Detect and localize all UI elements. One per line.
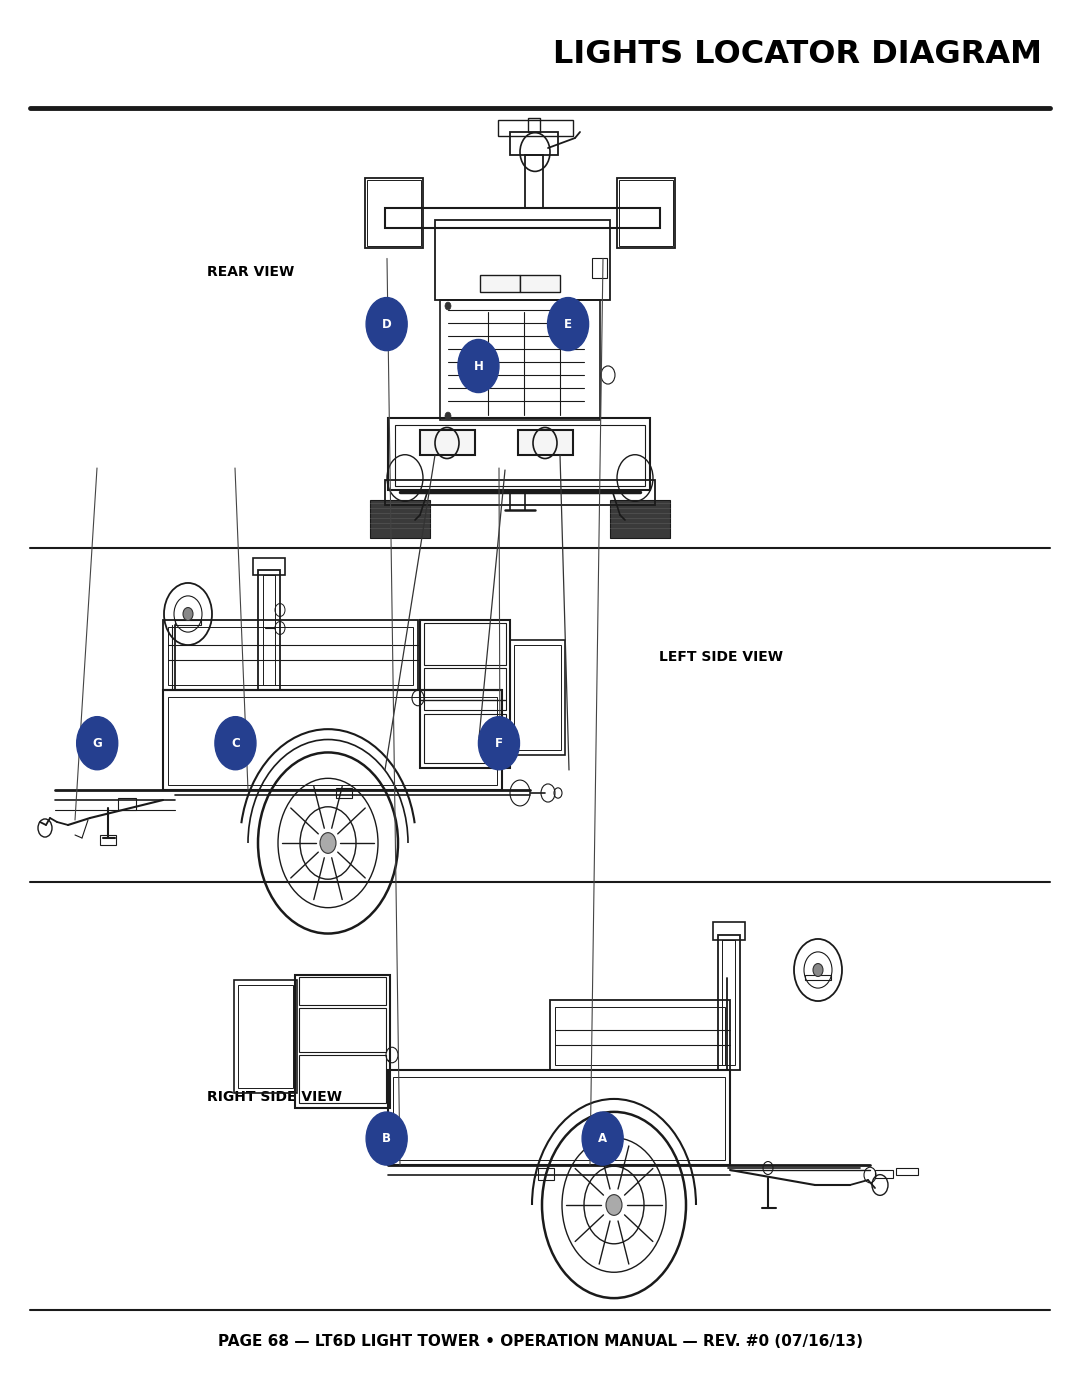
Circle shape [77, 717, 118, 770]
Circle shape [215, 717, 256, 770]
Bar [168, 697, 497, 785]
Bar [619, 180, 673, 246]
Bar [875, 1171, 893, 1178]
Bar [393, 1077, 725, 1160]
Bar [365, 177, 423, 249]
Bar [258, 570, 280, 690]
Circle shape [366, 298, 407, 351]
Bar [388, 1070, 730, 1165]
Polygon shape [610, 500, 670, 538]
Bar [518, 430, 573, 455]
Bar [295, 975, 390, 1108]
Bar [238, 985, 293, 1088]
Text: D: D [381, 317, 392, 331]
Bar [384, 481, 654, 504]
Bar [519, 275, 561, 292]
Text: LEFT SIDE VIEW: LEFT SIDE VIEW [659, 650, 783, 664]
Bar [234, 981, 297, 1092]
Text: B: B [382, 1132, 391, 1146]
Text: C: C [231, 736, 240, 750]
Circle shape [478, 717, 519, 770]
Bar [163, 620, 418, 690]
Text: G: G [92, 736, 103, 750]
Circle shape [606, 1194, 622, 1215]
Bar [713, 922, 745, 940]
Circle shape [458, 339, 499, 393]
Bar [424, 668, 507, 710]
Text: LIGHTS LOCATOR DIAGRAM: LIGHTS LOCATOR DIAGRAM [553, 39, 1042, 70]
Bar [168, 627, 413, 685]
Circle shape [320, 833, 336, 854]
Bar [550, 1000, 730, 1070]
Bar [336, 788, 352, 798]
Bar [514, 645, 561, 750]
Circle shape [548, 298, 589, 351]
Bar [617, 177, 675, 249]
Bar [367, 180, 421, 246]
Bar [555, 1007, 725, 1065]
Bar [264, 576, 275, 685]
Bar [118, 798, 136, 810]
Bar [723, 940, 735, 1065]
Polygon shape [370, 500, 430, 538]
Bar [592, 258, 607, 278]
Circle shape [445, 412, 451, 420]
Bar [424, 714, 507, 763]
Bar [498, 120, 573, 136]
Text: F: F [495, 736, 503, 750]
Bar [805, 975, 831, 981]
Bar [420, 430, 475, 455]
Bar [299, 1009, 386, 1052]
Bar [384, 208, 660, 228]
Text: A: A [598, 1132, 607, 1146]
Bar [175, 620, 201, 624]
Bar [299, 1055, 386, 1104]
Text: RIGHT SIDE VIEW: RIGHT SIDE VIEW [207, 1090, 342, 1104]
Text: PAGE 68 — LT6D LIGHT TOWER • OPERATION MANUAL — REV. #0 (07/16/13): PAGE 68 — LT6D LIGHT TOWER • OPERATION M… [217, 1334, 863, 1348]
Bar [538, 1168, 554, 1180]
Bar [896, 1168, 918, 1175]
Bar [163, 690, 502, 789]
Circle shape [366, 1112, 407, 1165]
Bar [100, 835, 116, 845]
Bar [510, 131, 558, 155]
Text: REAR VIEW: REAR VIEW [207, 265, 295, 279]
Bar [440, 300, 600, 420]
Bar [525, 155, 543, 208]
Circle shape [813, 964, 823, 977]
Bar [435, 219, 610, 300]
Bar [420, 620, 510, 768]
Circle shape [183, 608, 193, 620]
Bar [510, 640, 565, 754]
Bar [299, 977, 386, 1004]
Bar [253, 557, 285, 576]
Bar [480, 275, 519, 292]
Bar [718, 935, 740, 1070]
Bar [424, 623, 507, 665]
Circle shape [582, 1112, 623, 1165]
Text: E: E [564, 317, 572, 331]
Circle shape [445, 302, 451, 310]
Bar [388, 418, 650, 490]
Text: H: H [473, 359, 484, 373]
Bar [395, 425, 645, 486]
Bar [528, 117, 540, 131]
